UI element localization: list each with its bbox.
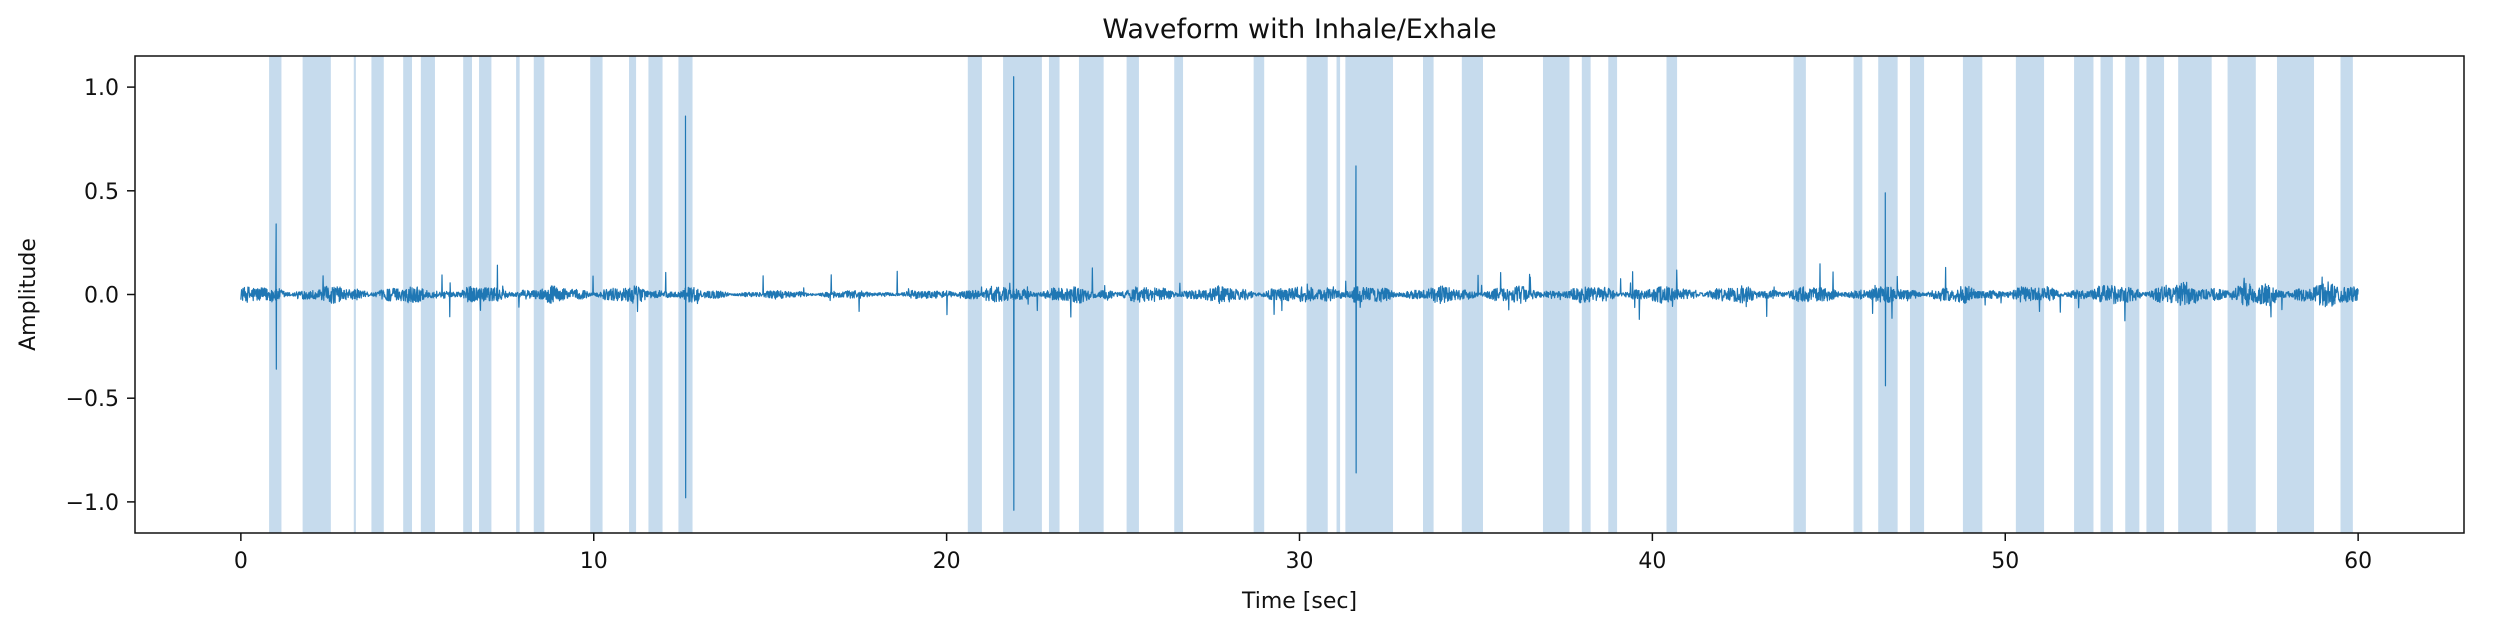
- x-tick-label: 60: [2344, 549, 2372, 574]
- x-tick-label: 0: [234, 549, 248, 574]
- breath-interval: [371, 56, 384, 533]
- x-tick-label: 40: [1638, 549, 1666, 574]
- breath-interval: [1793, 56, 1806, 533]
- ticks-layer: 0 10 20 30 40 50 60 −1.0 −0.5 0.0 0.5 1.0: [66, 76, 2373, 574]
- y-tick-label: −1.0: [66, 491, 119, 516]
- x-tick-label: 30: [1286, 549, 1314, 574]
- x-tick-label: 50: [1991, 549, 2019, 574]
- waveform-line: [240, 76, 2359, 511]
- y-tick-label: 1.0: [84, 76, 119, 101]
- y-tick-label: 0.5: [84, 180, 119, 205]
- y-tick-label: 0.0: [84, 284, 119, 309]
- waveform-layer: [240, 76, 2359, 511]
- x-tick-label: 20: [933, 549, 961, 574]
- chart-title: Waveform with Inhale/Exhale: [1102, 14, 1496, 45]
- x-axis-label: Time [sec]: [1241, 589, 1357, 614]
- x-tick-label: 10: [580, 549, 608, 574]
- y-tick-label: −0.5: [66, 387, 119, 412]
- y-axis-label: Amplitude: [16, 238, 41, 351]
